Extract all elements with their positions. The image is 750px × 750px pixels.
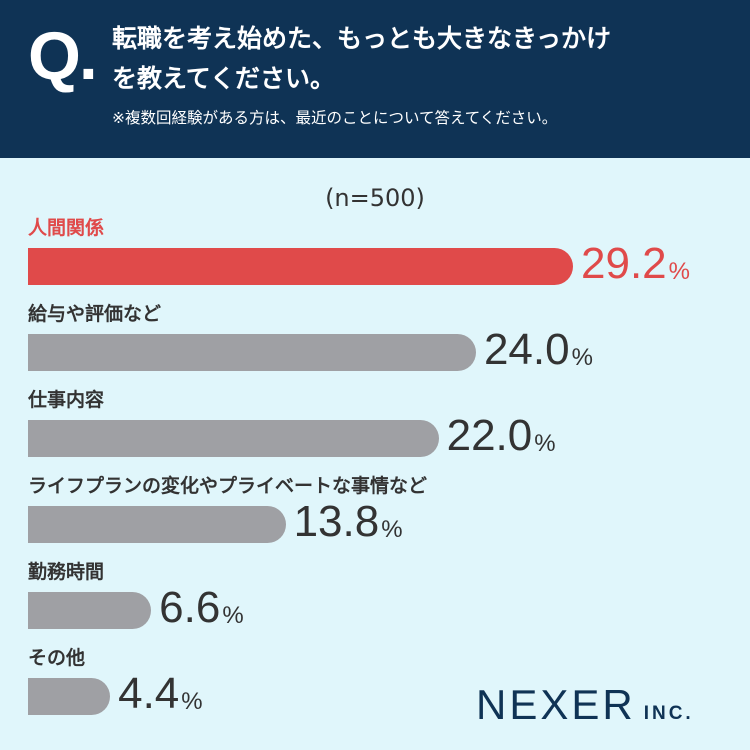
percent-sign: %: [181, 688, 203, 715]
value-label: 13.8%: [294, 500, 403, 544]
value-number: 6.6: [159, 583, 221, 632]
nexer-logo: NEXER INC.: [476, 684, 694, 726]
category-label: 人間関係: [28, 217, 105, 239]
logo-wordmark: NEXER: [476, 681, 636, 728]
value-label: 6.6%: [159, 586, 244, 630]
value-label: 4.4%: [118, 672, 203, 716]
bar: [28, 248, 573, 285]
bar: [28, 506, 286, 543]
question-note: ※複数回経験がある方は、最近のことについて答えてください。: [112, 109, 558, 127]
percent-sign: %: [571, 344, 593, 371]
logo-suffix: INC.: [643, 703, 694, 724]
value-number: 4.4: [118, 669, 180, 718]
sample-size-label: (n=500): [325, 184, 425, 212]
category-label: その他: [28, 647, 86, 669]
percent-sign: %: [222, 602, 244, 629]
value-label: 22.0%: [447, 414, 556, 458]
category-label: 仕事内容: [28, 389, 105, 411]
question-text-line1: 転職を考え始めた、もっとも大きなきっかけ: [112, 24, 612, 53]
bar: [28, 678, 111, 715]
category-label: 勤務時間: [28, 561, 105, 583]
q-mark: Q.: [28, 18, 98, 94]
question-header: Q. 転職を考え始めた、もっとも大きなきっかけ を教えてください。 ※複数回経験…: [0, 0, 750, 158]
bar: [28, 334, 476, 371]
value-number: 13.8: [293, 497, 380, 546]
percent-sign: %: [381, 516, 403, 543]
value-number: 24.0: [483, 325, 570, 374]
question-text-line2: を教えてください。: [112, 64, 336, 93]
category-label: ライフプランの変化やプライベートな事情など: [28, 475, 428, 497]
bar: [28, 420, 439, 457]
value-number: 29.2: [581, 239, 667, 288]
category-label: 給与や評価など: [28, 303, 162, 325]
value-number: 22.0: [446, 411, 533, 460]
percent-sign: %: [668, 258, 690, 285]
percent-sign: %: [534, 430, 556, 457]
bar: [28, 592, 152, 629]
value-label: 29.2%: [581, 242, 690, 286]
value-label: 24.0%: [484, 328, 593, 372]
